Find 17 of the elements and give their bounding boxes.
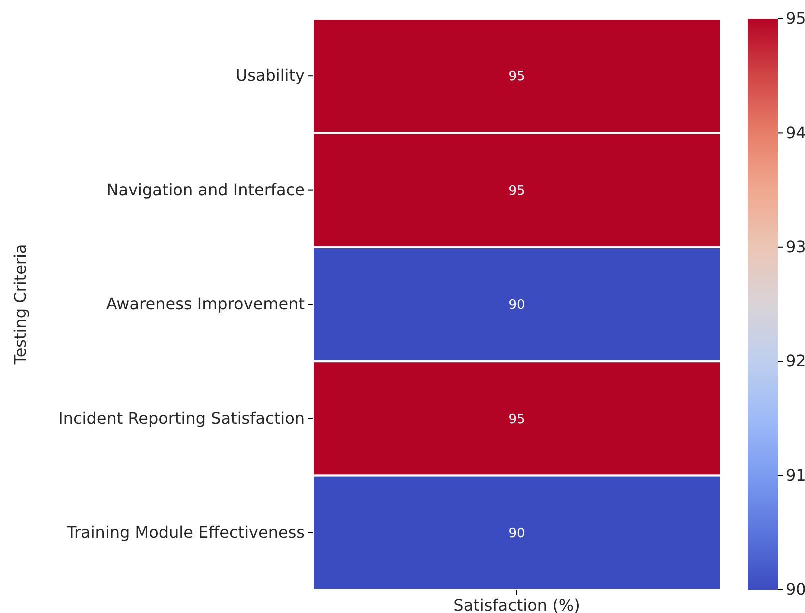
y-tick-label: Incident Reporting Satisfaction	[58, 408, 305, 428]
data-label: 90	[508, 298, 526, 314]
data-label: 95	[508, 184, 526, 199]
y-tick-label: Navigation and Interface	[106, 180, 305, 200]
x-axis-title: Satisfaction (%)	[454, 596, 580, 613]
y-tick-label: Training Module Effectiveness	[66, 523, 305, 542]
y-axis-title: Testing Criteria	[11, 244, 30, 366]
data-label: 90	[508, 526, 526, 542]
color-bar-label: 90	[786, 580, 805, 600]
data-label: 95	[508, 412, 526, 428]
color-bar-label: 95	[786, 9, 805, 28]
y-tick-label: Awareness Improvement	[106, 294, 305, 314]
data-label: 95	[508, 70, 526, 85]
color-bar-label: 93	[786, 238, 805, 257]
color-bar-label: 91	[786, 466, 805, 485]
y-tick-label: Usability	[236, 66, 305, 86]
color-bar-label: 92	[786, 352, 805, 371]
